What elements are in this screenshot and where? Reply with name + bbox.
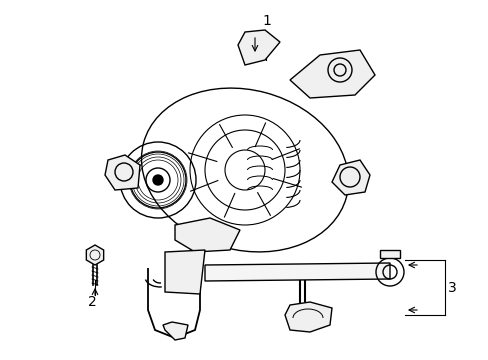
Text: 1: 1: [262, 14, 270, 28]
Polygon shape: [105, 155, 140, 190]
Polygon shape: [289, 50, 374, 98]
Polygon shape: [238, 30, 280, 65]
Polygon shape: [331, 160, 369, 195]
Polygon shape: [164, 250, 204, 294]
Polygon shape: [175, 218, 240, 252]
Polygon shape: [86, 245, 103, 265]
Text: 2: 2: [88, 295, 97, 309]
Polygon shape: [379, 250, 399, 258]
Text: 3: 3: [447, 281, 456, 295]
Polygon shape: [204, 263, 389, 281]
Circle shape: [153, 175, 163, 185]
Polygon shape: [285, 302, 331, 332]
Polygon shape: [163, 322, 187, 340]
